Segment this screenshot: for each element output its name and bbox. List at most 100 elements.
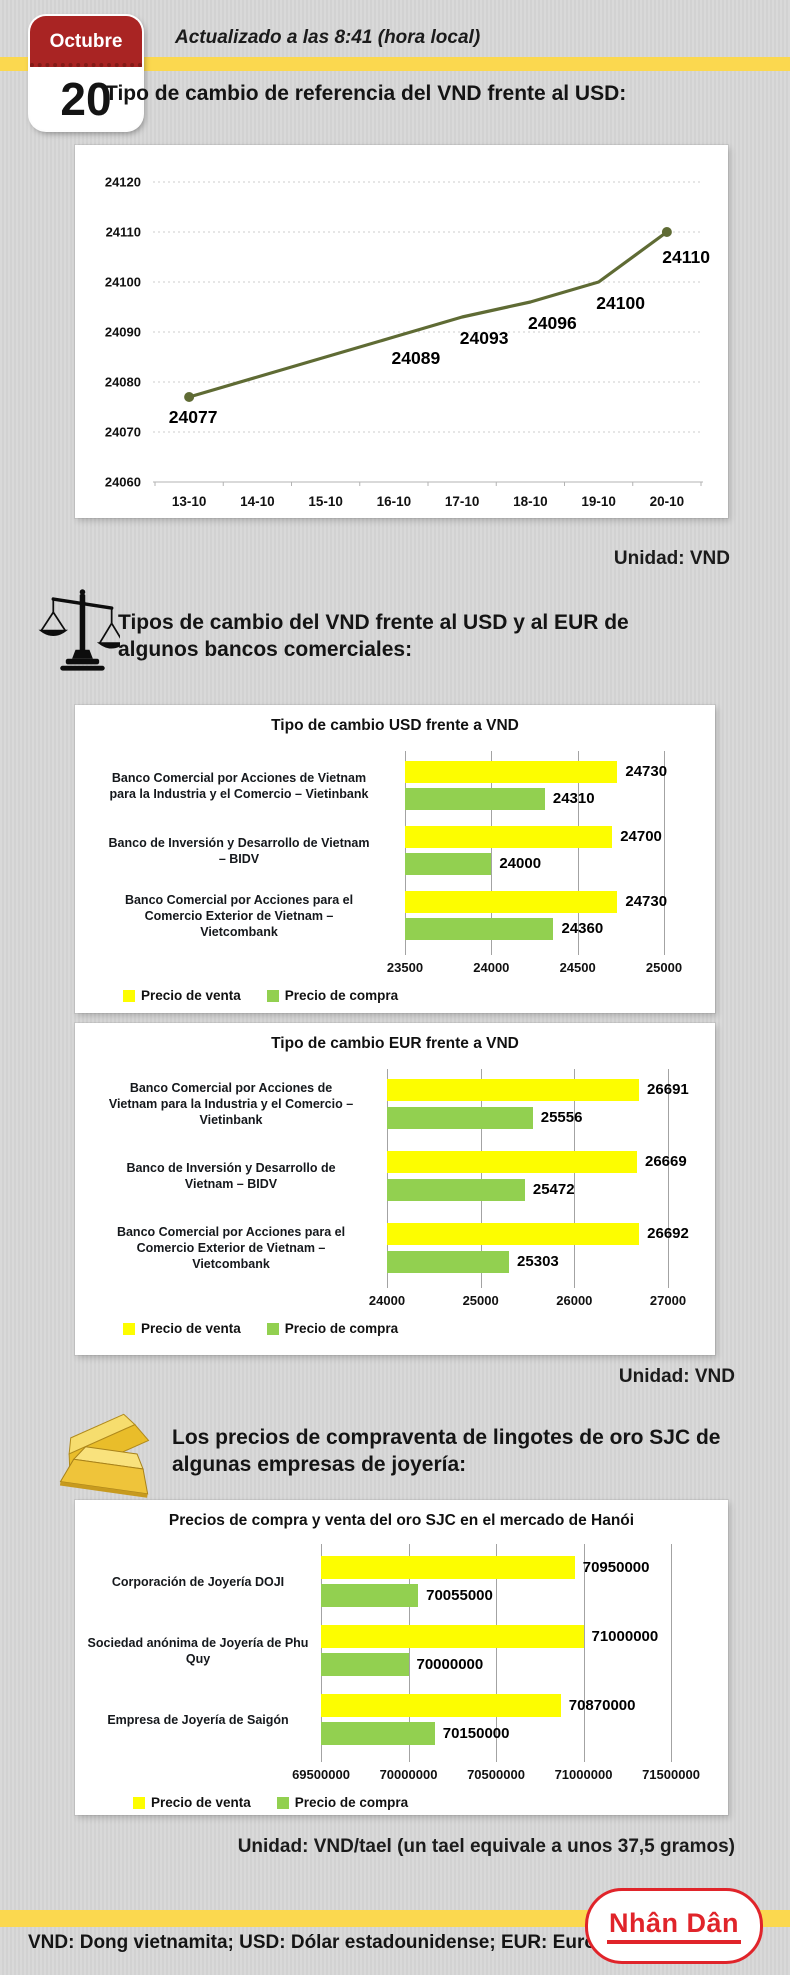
x-gridline xyxy=(668,1069,669,1288)
x-tick-label: 69500000 xyxy=(292,1767,350,1782)
gold-heading: Los precios de compraventa de lingotes d… xyxy=(172,1426,721,1476)
point-label: 24110 xyxy=(662,247,710,267)
value-label: 26692 xyxy=(647,1225,689,1242)
data-point xyxy=(661,227,672,237)
value-label: 71000000 xyxy=(591,1628,659,1645)
category-label: Banco Comercial por Acciones de Vietnam … xyxy=(108,1081,354,1127)
usd-bar-chart: Tipo de cambio USD frente a VND 23500 2400… xyxy=(75,705,715,1013)
nhandan-logo: Nhân Dân xyxy=(585,1888,763,1964)
legend-item: Precio de compra xyxy=(266,988,399,1003)
calendar-day: 20 xyxy=(60,73,112,125)
point-label: 24100 xyxy=(596,293,645,313)
legend-item: Precio de venta xyxy=(123,1321,241,1336)
eur-bar-chart: Tipo de cambio EUR frente a VND 24000 2500… xyxy=(75,1023,715,1355)
x-tick-label: 14-10 xyxy=(240,494,275,509)
reference-line-chart: 24060 24070 24080 24090 24100 24110 24120 13-10… xyxy=(75,145,728,523)
legend-swatch xyxy=(266,989,279,1002)
x-tick-label: 13-10 xyxy=(172,494,207,509)
legend-item: Precio de compra xyxy=(266,1321,399,1336)
unit-banks-label: Unidad: VND xyxy=(618,1366,735,1387)
chart-title: Tipo de cambio EUR frente a VND xyxy=(271,1035,519,1052)
buy-price-bar xyxy=(387,1179,525,1201)
sell-price-bar xyxy=(321,1694,561,1717)
x-gridline xyxy=(577,751,579,955)
x-tick-label: 26000 xyxy=(556,1293,593,1308)
category-label: Banco Comercial por Acciones para el Com… xyxy=(124,892,354,939)
chart-legend: Precio de venta Precio de compra xyxy=(123,988,398,1003)
y-tick-label: 24110 xyxy=(106,225,141,240)
unit-gold-label: Unidad: VND/tael (un tael equivale a uno… xyxy=(237,1836,735,1857)
value-label: 24360 xyxy=(561,920,604,937)
legend-swatch xyxy=(276,1796,289,1809)
y-tick-label: 24070 xyxy=(105,425,141,440)
x-gridline xyxy=(664,751,665,955)
value-label: 70950000 xyxy=(582,1559,650,1576)
legend-label: Precio de venta xyxy=(151,1795,251,1810)
x-gridline xyxy=(583,1544,585,1762)
sell-price-bar xyxy=(387,1223,640,1245)
sell-price-bar xyxy=(387,1079,640,1101)
value-label: 24700 xyxy=(620,828,662,845)
legend-swatch xyxy=(266,1322,279,1335)
chart-legend: Precio de venta Precio de compra xyxy=(133,1795,408,1810)
x-gridline xyxy=(496,1544,497,1762)
x-tick-label: 18-10 xyxy=(513,494,548,509)
category-label: Empresa de Joyería de Saigón xyxy=(107,1712,289,1727)
category-label: Banco de Inversión y Desarrollo de Vietn… xyxy=(126,1161,336,1191)
x-tick-label: 71000000 xyxy=(554,1767,613,1782)
legend-label: Precio de compra xyxy=(284,988,399,1003)
legend-swatch xyxy=(123,989,135,1002)
x-tick-label: 71500000 xyxy=(642,1767,700,1782)
chart-title: Precios de compra y venta del oro SJC en… xyxy=(168,1512,635,1529)
value-label: 70055000 xyxy=(426,1587,493,1604)
x-gridline xyxy=(491,751,493,955)
legend-swatch xyxy=(133,1796,145,1809)
buy-price-bar xyxy=(387,1251,510,1273)
calendar-header: Octubre xyxy=(30,16,142,67)
sell-price-bar xyxy=(387,1151,637,1173)
x-tick-label: 19-10 xyxy=(581,494,616,509)
category-label: Banco de Inversión y Desarrollo de Vietn… xyxy=(108,835,370,866)
chart-legend: Precio de venta Precio de compra xyxy=(123,1321,398,1336)
nhandan-logo-text: Nhân Dân xyxy=(606,1908,741,1944)
x-gridline xyxy=(408,1544,410,1762)
sell-price-bar xyxy=(321,1625,584,1648)
header-stripe xyxy=(0,57,790,71)
x-tick-label: 24500 xyxy=(559,960,596,975)
buy-price-bar xyxy=(321,1722,435,1745)
x-tick-label: 17-10 xyxy=(445,494,480,509)
reference-title: Tipo de cambio de referencia del VND fre… xyxy=(105,82,627,105)
reference-line-chart-panel: 24060 24070 24080 24090 24100 24110 24120 13-10… xyxy=(75,145,728,518)
legend-swatch xyxy=(123,1322,135,1335)
line-series xyxy=(187,230,669,399)
point-label: 24093 xyxy=(460,328,509,348)
x-tick-label: 25000 xyxy=(645,960,683,975)
sell-price-bar xyxy=(321,1556,575,1579)
value-label: 25472 xyxy=(532,1181,575,1198)
legend-item: Precio de compra xyxy=(276,1795,408,1810)
value-label: 24000 xyxy=(499,855,542,872)
calendar-icon: Octubre 20 xyxy=(30,16,142,130)
updated-text: Actualizado a las 8:41 (hora local) xyxy=(175,27,481,48)
calendar-month: Octubre xyxy=(49,30,123,52)
category-label: Sociedad anónima de Joyería de Phu Quy xyxy=(87,1635,309,1666)
x-tick-label: 15-10 xyxy=(308,494,343,509)
chart-title: Tipo de cambio USD frente a VND xyxy=(271,717,519,734)
data-point xyxy=(184,392,195,402)
y-tick-label: 24090 xyxy=(105,325,141,340)
value-label: 24730 xyxy=(625,763,668,780)
legend-label: Precio de compra xyxy=(284,1321,399,1336)
sell-price-bar xyxy=(405,761,618,783)
point-label: 24089 xyxy=(392,348,441,368)
legend-label: Precio de venta xyxy=(141,1321,241,1336)
buy-price-bar xyxy=(405,918,554,940)
gold-chart-panel: Precios de compra y venta del oro SJC en… xyxy=(75,1500,728,1815)
sell-price-bar xyxy=(405,826,613,848)
gold-bars-icon xyxy=(59,1413,150,1498)
value-label: 26691 xyxy=(647,1081,689,1098)
x-tick-label: 24000 xyxy=(473,960,510,975)
buy-price-bar xyxy=(321,1584,419,1607)
point-label: 24096 xyxy=(528,313,577,333)
point-label: 24077 xyxy=(169,407,218,427)
